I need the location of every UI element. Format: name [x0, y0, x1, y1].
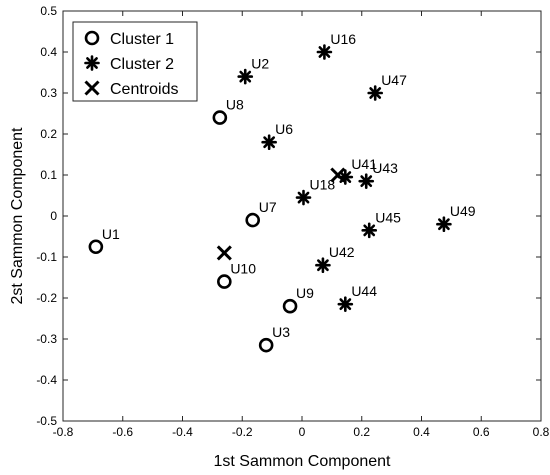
point-label: U9: [296, 285, 314, 301]
y-tick-label: 0.3: [40, 86, 57, 100]
y-tick-label: 0.5: [40, 4, 57, 18]
data-point: [295, 189, 312, 206]
y-tick-label: 0.1: [40, 168, 57, 182]
point-label: U8: [226, 97, 244, 113]
data-point: [237, 68, 254, 85]
x-tick-label: -0.4: [172, 425, 193, 439]
point-label: U49: [450, 203, 476, 219]
point-label: U10: [230, 261, 256, 277]
data-point: [245, 212, 261, 228]
data-point: [212, 110, 228, 125]
data-point: [315, 257, 331, 274]
x-tick-label: 0.2: [353, 425, 370, 439]
legend-marker: [84, 55, 100, 71]
x-tick-label: 0.8: [533, 425, 550, 439]
axis-ticks: -0.8 -0.6 -0.4 -0.2 0 0.2 0.4 0.6 0.8 -0.5 -0.4 -0.…: [36, 4, 549, 439]
y-axis-title: 2st Sammon Component: [9, 127, 26, 305]
legend-entry: Cluster 2: [110, 56, 174, 73]
point-label: U1: [102, 226, 120, 242]
legend-marker: [84, 80, 100, 96]
data-point: [337, 296, 354, 312]
point-label: U6: [275, 121, 293, 137]
point-label: U3: [272, 324, 290, 340]
data-point: [217, 274, 232, 289]
point-label: U45: [375, 209, 401, 225]
point-label: U18: [309, 177, 335, 193]
point-label: U2: [251, 56, 269, 72]
legend-marker: [84, 30, 100, 46]
legend: Cluster 1 Cluster 2 Centroids: [72, 21, 198, 102]
x-tick-label: -0.2: [232, 425, 253, 439]
data-point: [261, 134, 277, 150]
y-tick-label: 0.2: [40, 127, 57, 141]
point-label: U41: [351, 156, 377, 172]
y-tick-label: 0.4: [40, 45, 57, 59]
centroid-marker: [216, 245, 232, 261]
point-label: U7: [259, 199, 277, 215]
data-point: [316, 44, 333, 60]
point-label: U42: [329, 244, 355, 260]
data-point: [361, 222, 378, 239]
legend-entry: Cluster 1: [110, 31, 174, 48]
y-tick-label: -0.5: [36, 414, 57, 428]
y-tick-label: -0.2: [36, 291, 57, 305]
y-tick-label: -0.4: [36, 373, 57, 387]
point-label: U44: [351, 283, 377, 299]
y-tick-label: 0: [50, 209, 57, 223]
data-point: [436, 216, 452, 232]
data-point: [358, 173, 375, 189]
data-point: [282, 298, 298, 314]
x-tick-label: -0.6: [112, 425, 133, 439]
data-point: [367, 85, 383, 101]
legend-entry: Centroids: [110, 81, 178, 98]
x-tick-label: 0: [299, 425, 306, 439]
x-tick-label: 0.6: [473, 425, 490, 439]
x-axis-title: 1st Sammon Component: [214, 453, 392, 470]
data-point: [258, 337, 274, 353]
point-label: U47: [381, 72, 407, 88]
point-label: U43: [372, 160, 398, 176]
x-tick-label: 0.4: [413, 425, 430, 439]
x-tick-label: -0.8: [53, 425, 74, 439]
centroid-marker: [330, 167, 346, 183]
point-label: U16: [330, 31, 356, 47]
y-tick-label: -0.1: [36, 250, 57, 264]
data-point: [88, 239, 104, 255]
y-tick-label: -0.3: [36, 332, 57, 346]
